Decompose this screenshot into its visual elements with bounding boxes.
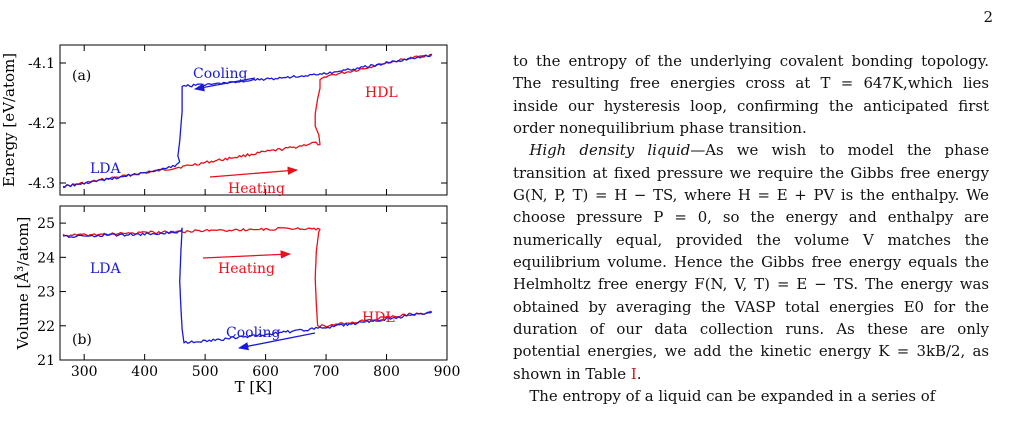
y-tick-label: 22: [37, 319, 55, 335]
x-tick-label: 800: [373, 364, 400, 380]
y-axis-label: Energy [eV/atom]: [0, 53, 18, 187]
annotation-hdl: HDL: [362, 310, 395, 326]
y-tick-label: -4.1: [28, 56, 55, 72]
y-tick-label: 24: [37, 250, 55, 266]
annotation-cooling: Cooling: [226, 325, 281, 341]
annotation-arrow: [237, 332, 316, 351]
series-heating-line: [62, 227, 433, 328]
series-cooling-line: [62, 53, 433, 188]
y-tick-label: 25: [37, 216, 55, 232]
y-tick-label: -4.3: [28, 176, 55, 192]
annotation-lda: LDA: [90, 261, 122, 277]
volume-panel: 300 400 500 600 700 800 900 21 22 23 24 25 Volume [Å…: [14, 205, 461, 396]
page-number: 2: [983, 8, 993, 26]
y-tick-label: -4.2: [28, 116, 55, 132]
x-tick-label: 400: [131, 364, 158, 380]
x-axis-label: T [K]: [235, 378, 273, 396]
paragraph-1: to the entropy of the underlying covalen…: [513, 52, 989, 138]
annotation-arrow: [193, 77, 256, 92]
energy-panel: -4.3 -4.2 -4.1 Energy [eV/atom] (a) Cooling HD…: [0, 44, 448, 197]
x-tick-label: 600: [252, 364, 279, 380]
annotation-heating: Heating: [228, 181, 285, 197]
y-tick-label: 21: [37, 353, 55, 369]
y-tick-label: 23: [37, 285, 55, 301]
table-reference-link[interactable]: I: [630, 364, 637, 383]
annotation-lda: LDA: [90, 161, 122, 177]
annotation-arrow: [202, 250, 292, 259]
plot-frame: [59, 44, 448, 196]
plot-frame: [59, 205, 448, 361]
annotation-arrow: [209, 166, 299, 178]
x-tick-label: 700: [313, 364, 340, 380]
paragraph-2-end: .: [636, 364, 642, 383]
x-tick-label: 300: [71, 364, 98, 380]
panel-label: (b): [72, 332, 92, 348]
paragraph-3: The entropy of a liquid can be expanded …: [529, 387, 936, 406]
annotation-hdl: HDL: [365, 85, 398, 101]
runin-heading: High density liquid: [529, 141, 691, 160]
series-cooling-line: [62, 227, 433, 344]
x-tick-label: 900: [434, 364, 461, 380]
y-axis-label: Volume [Å³/atom]: [14, 217, 32, 351]
annotation-cooling: Cooling: [193, 66, 248, 82]
paragraph-2: High density liquid—As we wish to model …: [513, 139, 989, 385]
annotation-heating: Heating: [218, 261, 275, 277]
paragraph-2-body: —As we wish to model the phase transitio…: [513, 141, 990, 383]
text-column: to the entropy of the underlying covalen…: [513, 50, 989, 408]
figure: -4.3 -4.2 -4.1 Energy [eV/atom] (a) Cooling HD…: [0, 44, 461, 396]
panel-label: (a): [72, 68, 91, 84]
x-tick-label: 500: [192, 364, 219, 380]
